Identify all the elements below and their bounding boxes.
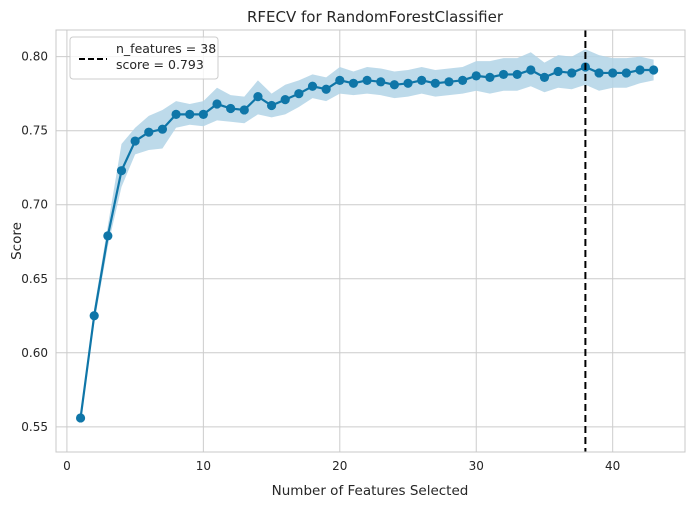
score-point xyxy=(471,71,481,81)
y-tick-label: 0.65 xyxy=(21,272,48,286)
score-series xyxy=(75,62,659,423)
score-point xyxy=(512,69,522,80)
score-point xyxy=(539,72,550,82)
score-point xyxy=(266,100,277,111)
score-point xyxy=(321,84,331,94)
score-point xyxy=(280,94,290,105)
score-point xyxy=(635,65,645,75)
score-point xyxy=(376,77,386,87)
score-point xyxy=(430,78,440,88)
x-axis-label: Number of Features Selected xyxy=(272,483,469,499)
confidence-band xyxy=(80,49,654,418)
score-point xyxy=(403,78,413,88)
score-point xyxy=(116,166,127,176)
x-tick-label: 30 xyxy=(469,459,484,473)
score-point xyxy=(171,109,181,119)
x-tick-label: 20 xyxy=(332,459,347,473)
axes-frame xyxy=(55,29,686,453)
score-point xyxy=(498,69,509,80)
score-point xyxy=(444,77,454,87)
score-point xyxy=(130,136,140,146)
x-tick-label: 10 xyxy=(196,459,211,473)
score-point xyxy=(239,105,249,115)
legend: n_features = 38 score = 0.793 xyxy=(69,36,219,80)
chart-title: RFECV for RandomForestClassifier xyxy=(247,8,504,26)
score-point xyxy=(212,99,222,109)
score-point xyxy=(157,124,168,134)
x-axis-ticks: 0 10 20 30 40 xyxy=(63,459,620,473)
score-point xyxy=(294,89,304,99)
score-point xyxy=(621,68,631,78)
y-axis-ticks: 0.55 0.60 0.65 0.70 0.75 0.80 xyxy=(21,50,48,434)
y-tick-label: 0.60 xyxy=(21,346,48,360)
score-point xyxy=(417,75,427,85)
score-point xyxy=(226,103,236,114)
score-point xyxy=(307,81,318,91)
score-point xyxy=(89,311,99,321)
y-tick-label: 0.75 xyxy=(21,124,48,138)
score-point xyxy=(649,65,659,75)
y-tick-label: 0.70 xyxy=(21,198,48,212)
score-point xyxy=(335,75,345,85)
score-std-band xyxy=(80,49,654,418)
score-point xyxy=(567,68,577,78)
x-tick-label: 0 xyxy=(63,459,71,473)
score-point xyxy=(608,68,618,78)
legend-label-line-1: n_features = 38 xyxy=(116,41,216,56)
score-point xyxy=(75,413,86,423)
score-point xyxy=(594,68,604,78)
score-point xyxy=(348,78,359,88)
score-point xyxy=(144,127,154,137)
score-point xyxy=(457,75,468,85)
legend-label-line-2: score = 0.793 xyxy=(116,57,204,72)
score-point xyxy=(185,109,195,119)
y-tick-label: 0.80 xyxy=(21,50,48,64)
score-point xyxy=(253,92,263,102)
score-point xyxy=(553,66,563,77)
score-point xyxy=(103,231,113,241)
y-tick-label: 0.55 xyxy=(21,420,48,434)
legend-box xyxy=(69,36,219,80)
score-point xyxy=(198,109,208,119)
x-tick-label: 40 xyxy=(605,459,620,473)
score-point xyxy=(526,65,536,75)
y-axis-label: Score xyxy=(9,222,25,260)
score-point xyxy=(389,80,399,90)
score-point xyxy=(485,72,495,82)
score-point xyxy=(362,75,372,85)
